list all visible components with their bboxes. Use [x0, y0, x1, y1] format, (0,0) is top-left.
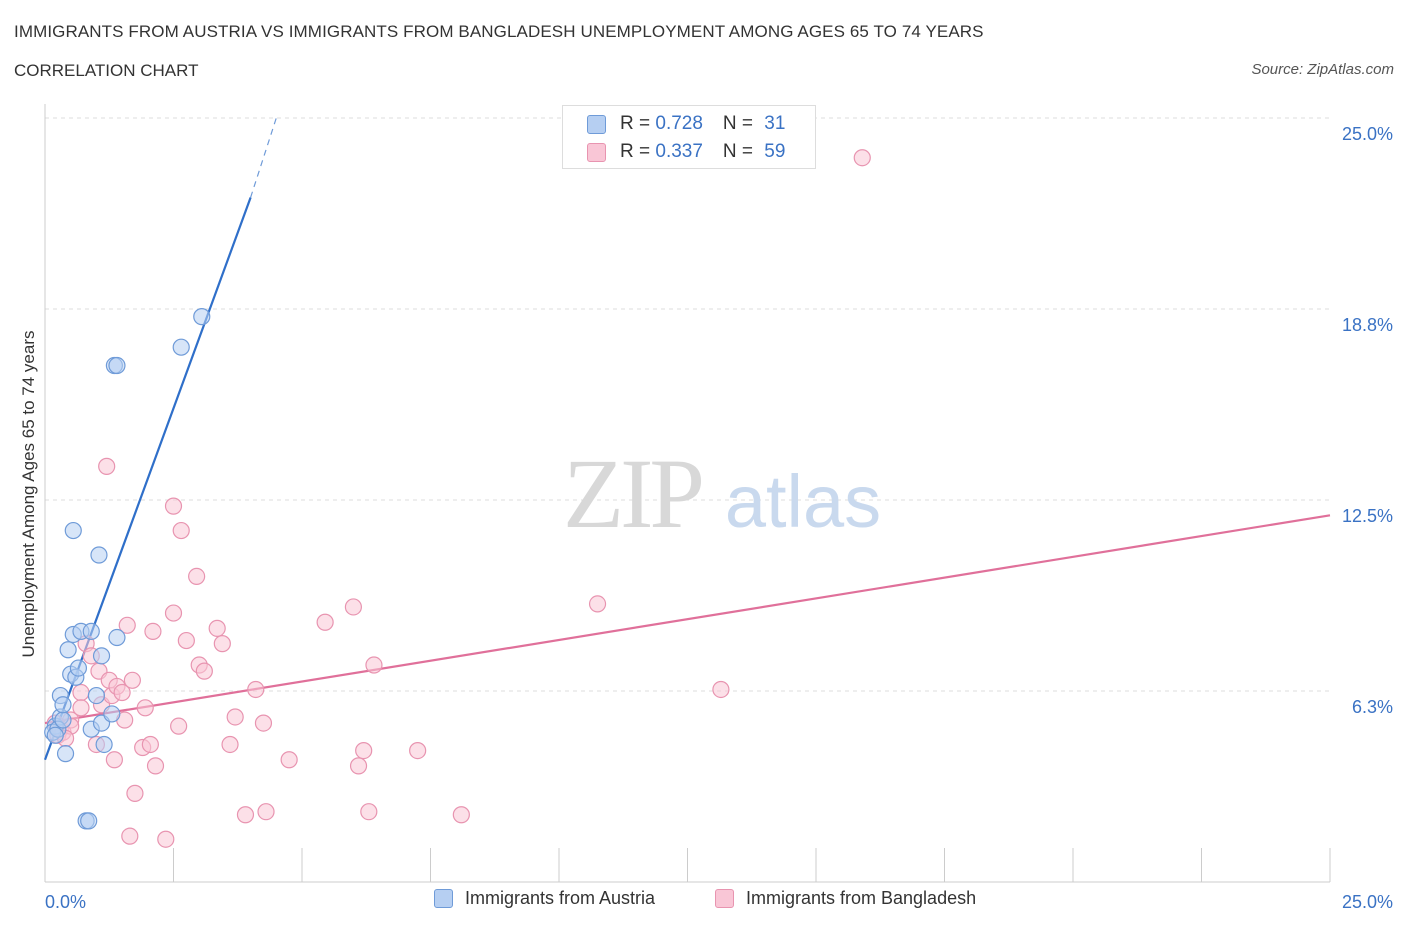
- point-bangladesh[interactable]: [121, 827, 139, 845]
- point-bangladesh[interactable]: [409, 741, 427, 760]
- point-austria[interactable]: [59, 641, 77, 659]
- point-bangladesh[interactable]: [236, 806, 255, 824]
- bangladesh-n-value: 59: [764, 141, 786, 162]
- point-bangladesh[interactable]: [146, 757, 165, 775]
- bangladesh-r-value: 0.337: [655, 141, 703, 162]
- watermark: ZIP atlas: [563, 438, 881, 549]
- stats-row-bangladesh: R = 0.337 N = 59: [587, 138, 785, 166]
- chart-subtitle: CORRELATION CHART: [14, 61, 199, 80]
- tick-labels: 6.3% 12.5% 18.8% 25.0% 0.0% 25.0%: [45, 124, 1393, 912]
- x-tick-label-min: 0.0%: [45, 892, 86, 912]
- austria-r-value: 0.728: [655, 113, 703, 134]
- point-austria[interactable]: [69, 659, 88, 677]
- point-austria[interactable]: [90, 546, 108, 564]
- legend-austria-label: Immigrants from Austria: [465, 888, 656, 908]
- legend-bangladesh-swatch: [715, 889, 734, 908]
- point-bangladesh[interactable]: [355, 741, 373, 760]
- point-bangladesh[interactable]: [257, 803, 275, 821]
- point-bangladesh[interactable]: [853, 149, 871, 167]
- point-bangladesh[interactable]: [141, 735, 159, 754]
- point-bangladesh[interactable]: [118, 616, 136, 634]
- point-austria[interactable]: [95, 735, 113, 754]
- watermark-zip: ZIP: [563, 438, 701, 549]
- point-bangladesh[interactable]: [588, 595, 607, 613]
- point-bangladesh[interactable]: [195, 662, 213, 680]
- point-bangladesh[interactable]: [126, 784, 144, 802]
- bangladesh-r-label: R =: [620, 141, 656, 162]
- point-bangladesh[interactable]: [157, 830, 175, 848]
- gridlines: [45, 117, 1330, 692]
- point-bangladesh[interactable]: [164, 604, 183, 622]
- point-austria[interactable]: [54, 696, 72, 714]
- source-label: Source: ZipAtlas.com: [1251, 61, 1394, 78]
- point-bangladesh[interactable]: [72, 699, 90, 717]
- point-austria[interactable]: [87, 686, 106, 705]
- data-points: [44, 149, 871, 848]
- point-bangladesh[interactable]: [136, 699, 154, 717]
- y-tick-label: 18.8%: [1342, 315, 1393, 335]
- point-bangladesh[interactable]: [213, 635, 231, 653]
- point-bangladesh[interactable]: [113, 683, 131, 702]
- point-bangladesh[interactable]: [221, 735, 239, 754]
- austria-swatch: [587, 114, 606, 134]
- point-austria[interactable]: [92, 647, 111, 665]
- point-austria[interactable]: [46, 726, 64, 744]
- point-bangladesh[interactable]: [712, 680, 730, 699]
- austria-n-value: 31: [764, 113, 786, 134]
- axes: [44, 104, 1331, 883]
- point-bangladesh[interactable]: [247, 680, 265, 699]
- y-tick-label: 12.5%: [1342, 506, 1393, 526]
- point-austria[interactable]: [108, 356, 126, 375]
- point-bangladesh[interactable]: [172, 521, 190, 540]
- point-austria[interactable]: [54, 711, 72, 729]
- point-bangladesh[interactable]: [316, 613, 334, 631]
- point-austria[interactable]: [193, 308, 211, 326]
- point-bangladesh[interactable]: [72, 683, 90, 702]
- y-tick-label: 25.0%: [1342, 124, 1393, 144]
- point-bangladesh[interactable]: [144, 622, 162, 641]
- trend-line-austria-extension: [250, 117, 277, 198]
- point-bangladesh[interactable]: [452, 806, 470, 824]
- point-bangladesh[interactable]: [188, 567, 206, 586]
- legend-austria-swatch: [434, 889, 453, 908]
- point-bangladesh[interactable]: [365, 656, 383, 674]
- watermark-atlas: atlas: [725, 460, 881, 543]
- point-bangladesh[interactable]: [344, 598, 362, 616]
- point-bangladesh[interactable]: [164, 497, 183, 515]
- point-bangladesh[interactable]: [360, 803, 378, 821]
- stats-row-austria: R = 0.728 N = 31: [587, 110, 785, 138]
- point-bangladesh[interactable]: [123, 671, 141, 689]
- bangladesh-swatch: [587, 142, 606, 162]
- chart-title: IMMIGRANTS FROM AUSTRIA VS IMMIGRANTS FR…: [14, 22, 984, 41]
- point-austria[interactable]: [56, 745, 75, 763]
- x-tick-label-max: 25.0%: [1342, 892, 1393, 912]
- point-austria[interactable]: [82, 622, 100, 641]
- point-bangladesh[interactable]: [177, 631, 195, 650]
- austria-r-label: R =: [620, 113, 656, 134]
- point-bangladesh[interactable]: [208, 619, 226, 637]
- point-austria[interactable]: [64, 521, 82, 540]
- point-bangladesh[interactable]: [349, 757, 368, 775]
- point-austria[interactable]: [172, 338, 190, 356]
- austria-n-label: N =: [722, 113, 759, 134]
- point-bangladesh[interactable]: [170, 717, 188, 735]
- point-bangladesh[interactable]: [98, 457, 116, 475]
- stats-legend: R = 0.728 N = 31 R = 0.337 N = 59: [562, 105, 816, 169]
- point-bangladesh[interactable]: [105, 751, 123, 769]
- y-axis-label: Unemployment Among Ages 65 to 74 years: [19, 331, 38, 658]
- point-bangladesh[interactable]: [254, 714, 273, 732]
- y-tick-label: 6.3%: [1352, 697, 1393, 717]
- point-austria[interactable]: [80, 812, 98, 830]
- legend-item-austria[interactable]: Immigrants from Austria: [434, 888, 655, 909]
- legend-bangladesh-label: Immigrants from Bangladesh: [746, 888, 977, 908]
- point-bangladesh[interactable]: [280, 751, 298, 769]
- point-bangladesh[interactable]: [226, 708, 244, 726]
- legend-item-bangladesh[interactable]: Immigrants from Bangladesh: [715, 888, 976, 909]
- bangladesh-n-label: N =: [722, 141, 759, 162]
- point-austria[interactable]: [108, 628, 126, 647]
- point-austria[interactable]: [103, 705, 121, 723]
